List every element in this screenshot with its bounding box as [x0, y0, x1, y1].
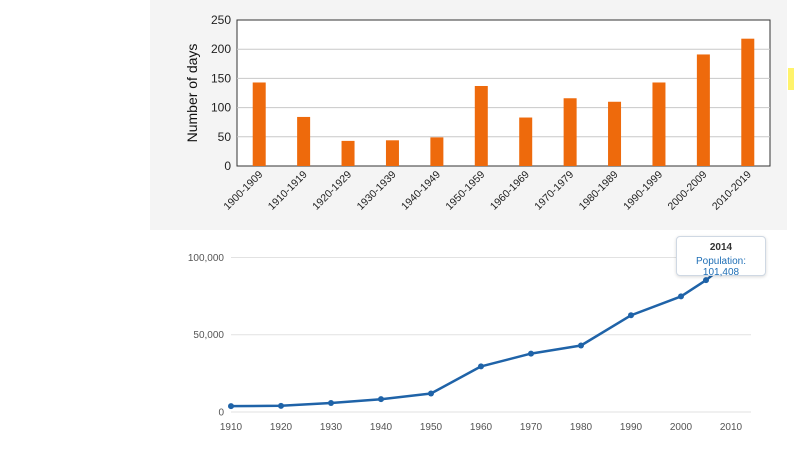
y-tick-label: 100,000	[188, 253, 225, 264]
line-chart: 0 50,000 100,000 1910 1920 1930 1940 1950 1960 19…	[188, 250, 756, 433]
data-point	[428, 390, 434, 397]
bar	[563, 98, 577, 166]
y-tick-label: 0	[218, 408, 224, 419]
tooltip-title: 2014	[709, 242, 733, 253]
data-point	[378, 396, 384, 403]
x-tick-label: 1980	[570, 422, 593, 433]
y-tick-label: 150	[211, 71, 231, 85]
x-tick-label: 1990	[620, 422, 643, 433]
bar	[741, 38, 755, 166]
bar	[652, 82, 666, 166]
data-point	[328, 400, 334, 407]
data-point	[628, 312, 634, 319]
edge-highlight-mark	[788, 68, 794, 90]
bar	[430, 137, 444, 166]
data-point	[528, 350, 534, 357]
x-tick-label: 1900-1909	[221, 169, 265, 213]
y-tick-label: 250	[211, 13, 231, 27]
x-tick-label: 1910	[220, 422, 243, 433]
x-tick-label: 1960-1969	[488, 169, 532, 213]
x-tick-label: 2010	[720, 422, 743, 433]
tooltip-value: Population: 101,408	[695, 256, 747, 278]
x-tick-label: 1920-1929	[310, 169, 354, 213]
data-point	[678, 293, 684, 300]
data-point	[478, 363, 484, 370]
series-line	[229, 254, 753, 408]
data-point-tooltip: 2014 Population: 101,408	[676, 236, 766, 278]
x-tick-label: 1980-1989	[577, 169, 621, 213]
x-tick-label: 1970-1979	[532, 169, 576, 213]
x-tick-label: 1940-1949	[399, 169, 443, 213]
x-tick-label: 1930-1939	[355, 169, 399, 213]
bar-chart-panel: 0 50 100 150 200 250 Number of days 1900-1909 19…	[150, 0, 787, 230]
x-tick-label: 1930	[320, 422, 343, 433]
bar	[608, 101, 622, 166]
x-tick-label: 1940	[370, 422, 393, 433]
y-tick-label: 200	[211, 42, 231, 56]
data-point	[278, 402, 284, 409]
x-tick-label: 1970	[520, 422, 543, 433]
bar	[474, 85, 488, 166]
x-tick-label: 1950-1959	[443, 169, 487, 213]
x-tick-label: 2010-2019	[710, 169, 754, 213]
bar	[297, 116, 311, 166]
x-tick-label: 2000-2009	[666, 169, 710, 213]
bar	[519, 117, 533, 166]
y-tick-label: 100	[211, 101, 231, 115]
x-tick-label: 1910-1919	[266, 169, 310, 213]
bar	[385, 140, 399, 166]
x-tick-label: 1990-1999	[621, 169, 665, 213]
bar	[696, 54, 710, 166]
plot-area	[236, 19, 771, 167]
y-tick-label: 50	[218, 130, 232, 144]
x-tick-label: 1950	[420, 422, 443, 433]
y-axis-title: Number of days	[184, 44, 200, 143]
x-tick-label: 1960	[470, 422, 493, 433]
x-tick-label: 1920	[270, 422, 293, 433]
bar	[252, 82, 266, 166]
x-tick-label: 2000	[670, 422, 693, 433]
y-tick-label: 0	[224, 159, 231, 173]
data-point	[703, 277, 709, 284]
data-point	[228, 403, 234, 410]
data-point	[578, 342, 584, 349]
y-tick-label: 50,000	[193, 330, 224, 341]
bar	[341, 140, 355, 166]
